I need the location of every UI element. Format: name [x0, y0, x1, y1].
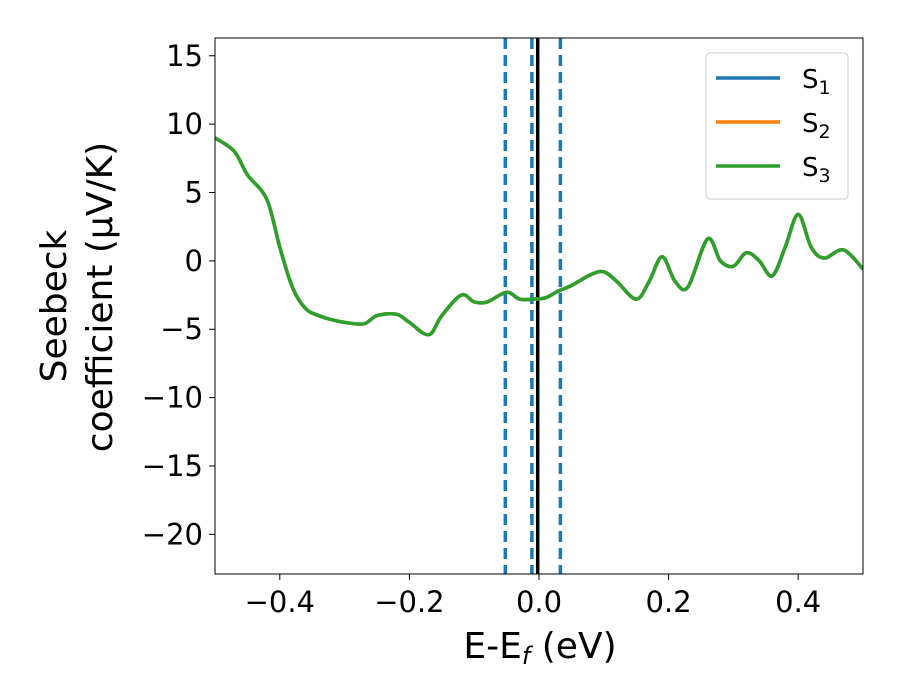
y-tick-label: −20 [142, 517, 203, 551]
x-tick-label: −0.4 [245, 585, 315, 619]
y-tick-label: −15 [142, 449, 203, 483]
series-lines [215, 136, 863, 337]
y-tick-label: −5 [160, 312, 203, 346]
x-tick-label: −0.2 [374, 585, 444, 619]
legend-box [705, 52, 849, 200]
series-line-s3 [215, 136, 863, 337]
y-axis-label-line-1: Seebeck [34, 229, 75, 382]
y-axis-label: Seebeck coefficient (μV/K) [34, 142, 121, 452]
x-axis-ticks: −0.4 −0.2 0.0 0.2 0.4 [245, 574, 821, 619]
y-tick-label: 15 [166, 39, 203, 73]
y-axis-label-line-2: coefficient (μV/K) [80, 142, 121, 452]
y-tick-label: 10 [166, 107, 203, 141]
y-tick-label: 0 [185, 244, 203, 278]
y-axis-ticks: 15 10 5 0 −5 −10 −15 −20 [142, 39, 215, 551]
legend-label-s3: S3 [802, 153, 831, 187]
vertical-lines [503, 38, 563, 574]
x-tick-label: 0.4 [775, 585, 821, 619]
legend-label-s1: S1 [802, 65, 831, 99]
x-axis-label-unit: (eV) [530, 626, 616, 667]
legend-label-s2: S2 [802, 109, 831, 143]
x-tick-label: 0.2 [646, 585, 692, 619]
y-tick-label: −10 [142, 381, 203, 415]
x-axis-label: E-Ef (eV) [463, 626, 616, 670]
legend: S1 S2 S3 [705, 52, 849, 200]
x-tick-label: 0.0 [516, 585, 562, 619]
y-tick-label: 5 [185, 176, 203, 210]
